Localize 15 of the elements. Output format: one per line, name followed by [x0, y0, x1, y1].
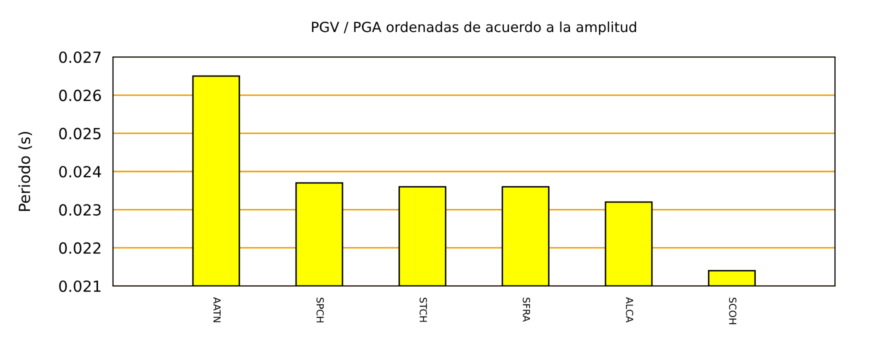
y-tick-label: 0.021 [59, 280, 100, 292]
y-tick-label: 0.024 [59, 166, 102, 178]
x-tick-label: STCH [420, 298, 427, 322]
chart-title: PGV / PGA ordenadas de acuerdo a la amplitud [312, 21, 636, 35]
x-tick-label: SFRA [522, 298, 530, 322]
x-tick-label: AATN [213, 297, 221, 322]
y-tick-label: 0.026 [59, 90, 101, 102]
x-tick-label: SCOH [729, 298, 736, 324]
y-axis-title: Periodo (s) [18, 132, 32, 211]
y-tick-label: 0.023 [59, 204, 101, 216]
y-tick-label: 0.025 [59, 128, 101, 140]
x-tick-label: ALCA [626, 297, 634, 323]
y-tick-label: 0.022 [59, 242, 100, 254]
x-tick-label: SPCH [316, 298, 324, 322]
y-tick-label: 0.027 [59, 51, 101, 64]
